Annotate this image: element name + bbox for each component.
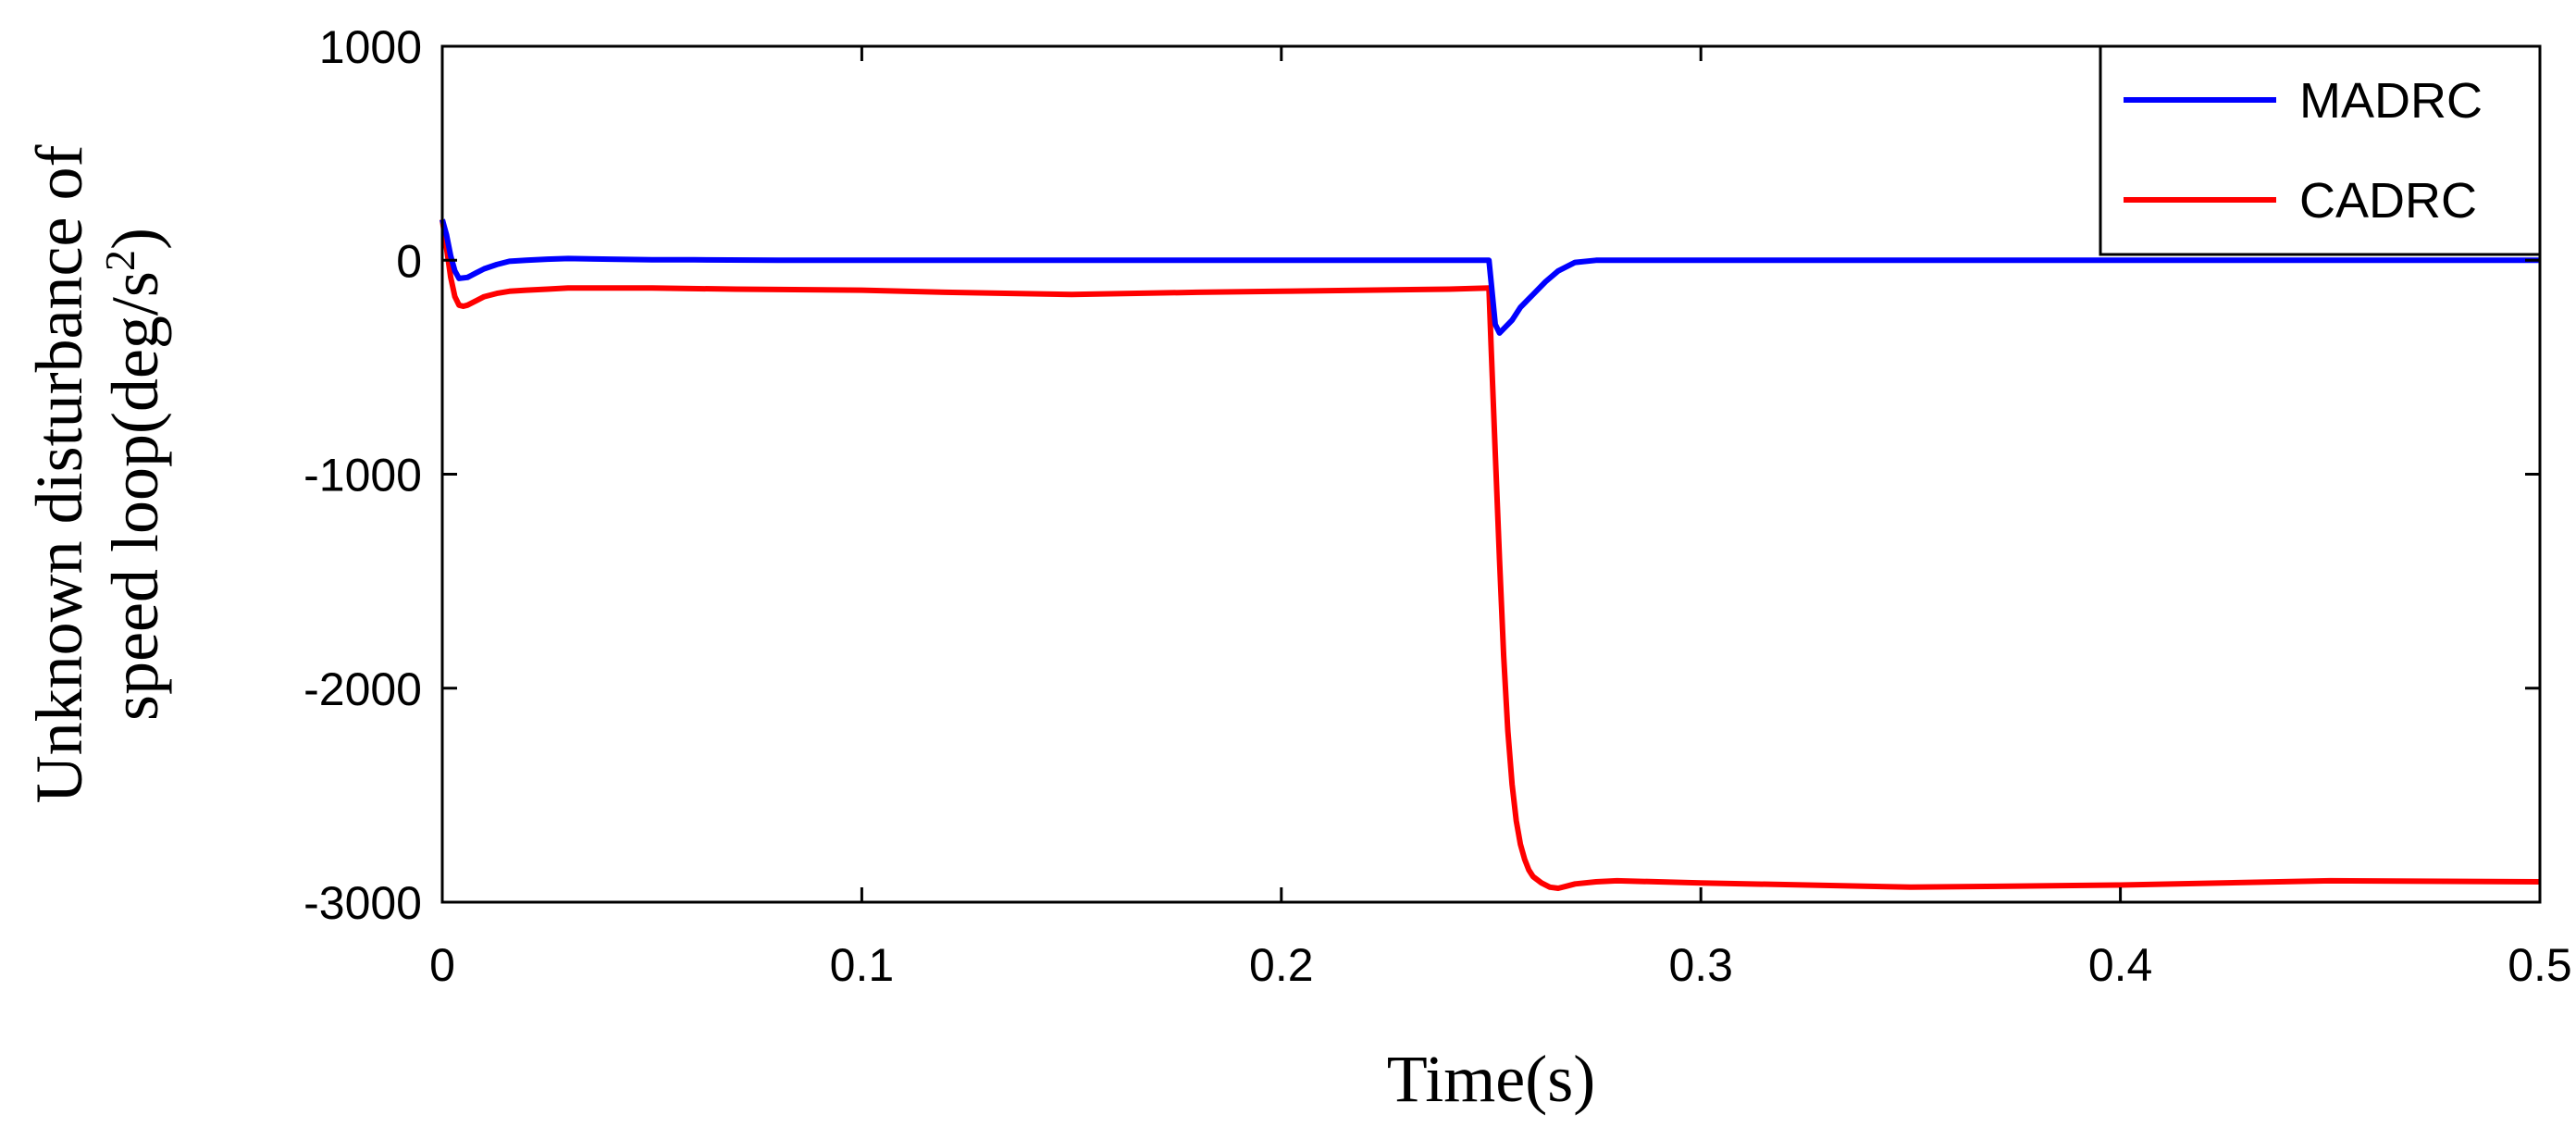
y-tick-label: -2000 [303,663,422,715]
x-axis-title: Time(s) [1387,1042,1595,1116]
tick-layer: 0 0.1 0.2 0.3 0.4 0.5 1000 0 -1000 -2000 -3000 [303,21,2572,991]
y-tick-label: 1000 [319,21,422,73]
legend: MADRC CADRC [2099,44,2542,256]
y-axis-title-line2: speed loop(deg/s2) [96,228,173,721]
x-tick-label: 0.1 [830,939,895,991]
series-line-madrc [440,218,2540,336]
y-tick-label: -3000 [303,877,422,929]
y-axis-title-line2-prefix: speed loop(deg/s [98,271,172,721]
y-tick-label: -1000 [303,450,422,502]
series-layer [440,218,2541,891]
x-tick-label: 0.2 [1249,939,1314,991]
x-tick-label: 0.3 [1668,939,1733,991]
y-tick-label: 0 [396,235,422,287]
legend-box [2099,44,2542,256]
y-axis-title: Unknown disturbance of speed loop(deg/s2… [22,145,172,804]
x-tick-label: 0.5 [2508,939,2572,991]
legend-label-cadrc: CADRC [2299,173,2477,229]
y-axis-title-line1: Unknown disturbance of [22,145,96,804]
y-axis-title-line2-suffix: ) [98,228,172,250]
series-line-cadrc [440,218,2541,891]
y-axis-title-superscript: 2 [96,250,143,271]
x-tick-label: 0.4 [2088,939,2153,991]
x-tick-label: 0 [429,939,455,991]
legend-label-madrc: MADRC [2299,73,2483,129]
